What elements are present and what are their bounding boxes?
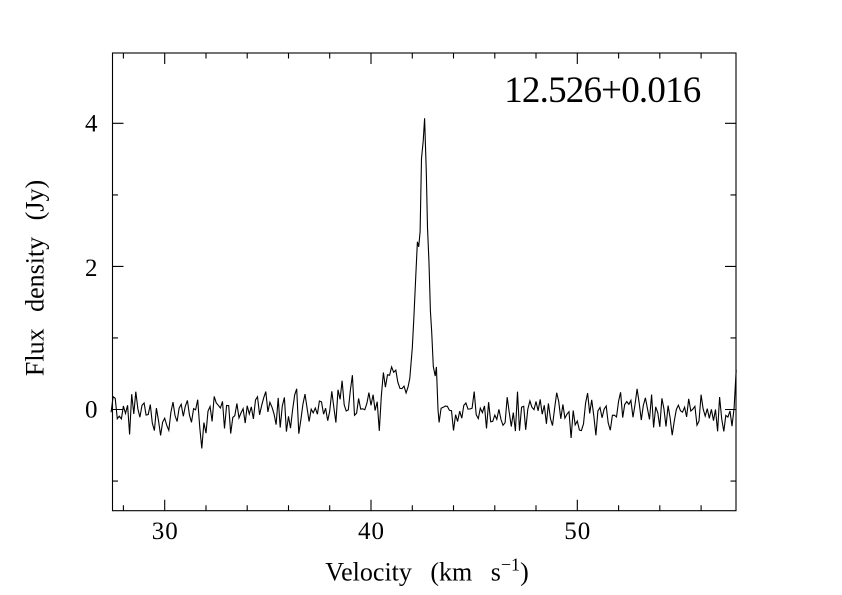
svg-text:Flux density (Jy): Flux density (Jy) (21, 180, 50, 376)
svg-text:2: 2 (85, 255, 98, 282)
svg-text:50: 50 (564, 518, 591, 545)
svg-text:0: 0 (85, 397, 98, 424)
svg-text:Velocity (km s−1): Velocity (km s−1) (325, 555, 528, 587)
svg-text:30: 30 (152, 518, 179, 545)
svg-text:40: 40 (358, 518, 385, 545)
svg-text:12.526+0.016: 12.526+0.016 (504, 70, 701, 111)
svg-text:4: 4 (85, 111, 98, 138)
